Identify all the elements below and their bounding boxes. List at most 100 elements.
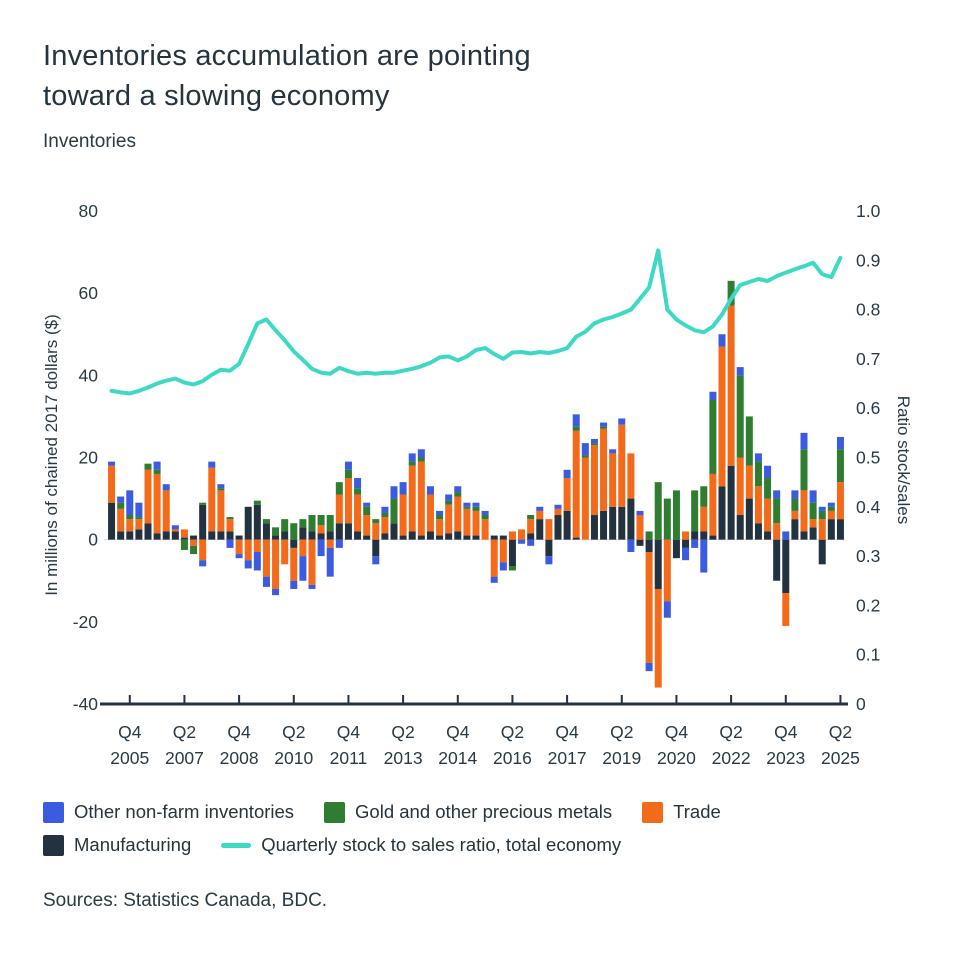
bar-segment	[108, 502, 116, 540]
bar-segment	[262, 576, 270, 587]
bar-segment	[827, 519, 835, 540]
left-tick-label: -40	[73, 694, 99, 714]
bar-segment	[490, 539, 498, 577]
bar-segment	[144, 523, 152, 540]
bar-segment	[235, 535, 243, 540]
bar-segment	[326, 547, 334, 577]
x-tick-year: 2023	[766, 748, 805, 768]
left-tick-label: 80	[79, 201, 99, 221]
legend-label: Trade	[673, 801, 721, 822]
sources-text: Sources: Statistics Canada, BDC.	[43, 890, 328, 911]
bar-segment	[262, 539, 270, 577]
bar-segment	[545, 539, 553, 557]
bar-segment	[682, 531, 690, 540]
bar-segment	[636, 510, 644, 516]
other-nonfarm-swatch-icon	[43, 801, 64, 823]
bar-segment	[773, 523, 781, 540]
chart-subtitle: Inventories	[43, 131, 136, 152]
x-tick-quarter: Q2	[173, 722, 196, 742]
bar-segment	[445, 494, 453, 501]
bar-segment	[454, 496, 462, 532]
bar-segment	[800, 531, 808, 540]
bar-segment	[809, 502, 817, 520]
bar-segment	[226, 539, 234, 548]
bar-segment	[408, 465, 416, 532]
bar-segment	[445, 500, 453, 505]
bar-segment	[335, 539, 343, 548]
bar-segment	[363, 515, 371, 536]
bar-segment	[554, 515, 562, 540]
bar-segment	[272, 535, 280, 540]
bar-segment	[244, 560, 252, 569]
bar-segment	[199, 504, 207, 540]
bar-segment	[508, 539, 516, 567]
bar-segment	[308, 584, 316, 589]
bar-segment	[235, 539, 243, 555]
bar-segment	[162, 531, 170, 540]
bar-segment	[800, 449, 808, 491]
bar-segment	[117, 496, 125, 503]
bar-segment	[317, 515, 325, 526]
right-tick-label: 0.2	[856, 595, 880, 615]
bar-segment	[809, 490, 817, 503]
bar-segment	[463, 502, 471, 507]
bar-segment	[126, 515, 134, 520]
bar-segment	[663, 539, 671, 602]
legend-row-1: Other non-farm inventories Gold and othe…	[43, 801, 751, 823]
left-axis-ticks: 80 60 40 20 0 -20 -40	[73, 201, 99, 714]
bar-segment	[344, 469, 352, 479]
bar-segment	[436, 519, 444, 536]
legend-item-ratio-line: Quarterly stock to sales ratio, total ec…	[221, 834, 621, 856]
bar-segment	[554, 504, 562, 509]
bar-segment	[590, 515, 598, 540]
bar-segment	[572, 537, 580, 540]
bar-segment	[454, 486, 462, 493]
x-tick-quarter: Q4	[118, 722, 142, 742]
bar-segment	[381, 517, 389, 534]
bar-segment	[454, 492, 462, 497]
bar-segment	[217, 488, 225, 491]
bar-segment	[135, 529, 143, 540]
bar-segment	[827, 506, 835, 511]
bar-segment	[518, 529, 526, 540]
bar-segment	[636, 515, 644, 540]
bar-segment	[463, 506, 471, 509]
left-tick-label: 60	[79, 283, 99, 303]
x-tick-quarter: Q4	[555, 722, 579, 742]
bar-segment	[663, 601, 671, 618]
bar-segment	[417, 535, 425, 540]
x-tick-quarter: Q2	[391, 722, 414, 742]
bar-segment	[499, 535, 507, 540]
bar-segment	[190, 545, 198, 555]
bar-segment	[317, 533, 325, 540]
bar-segment	[199, 502, 207, 505]
bar-segment	[609, 453, 617, 507]
bar-segment	[527, 515, 535, 520]
bar-segment	[754, 453, 762, 462]
bar-segment	[153, 469, 161, 474]
bar-segment	[572, 426, 580, 431]
bar-segment	[836, 436, 844, 450]
bar-segment	[764, 531, 772, 540]
bar-segment	[745, 465, 753, 499]
x-tick-year: 2010	[274, 748, 313, 768]
bar-segment	[600, 428, 608, 511]
bar-segment	[773, 498, 781, 524]
bar-segment	[317, 525, 325, 534]
legend-item-other-nonfarm: Other non-farm inventories	[43, 801, 294, 823]
bar-segment	[208, 461, 216, 468]
page-title-line2: toward a slowing economy	[43, 80, 390, 112]
bar-segment	[190, 535, 198, 540]
bar-segment	[782, 539, 790, 594]
bar-segment	[244, 539, 252, 561]
bar-segment	[554, 508, 562, 516]
legend-label: Manufacturing	[74, 834, 192, 855]
bar-segment	[718, 334, 726, 347]
bar-segment	[326, 515, 334, 532]
bar-segment	[390, 486, 398, 499]
bar-segment	[508, 531, 516, 540]
x-tick-quarter: Q4	[227, 722, 251, 742]
bar-segment	[135, 517, 143, 520]
bar-segment	[399, 482, 407, 495]
bar-segment	[290, 580, 298, 589]
